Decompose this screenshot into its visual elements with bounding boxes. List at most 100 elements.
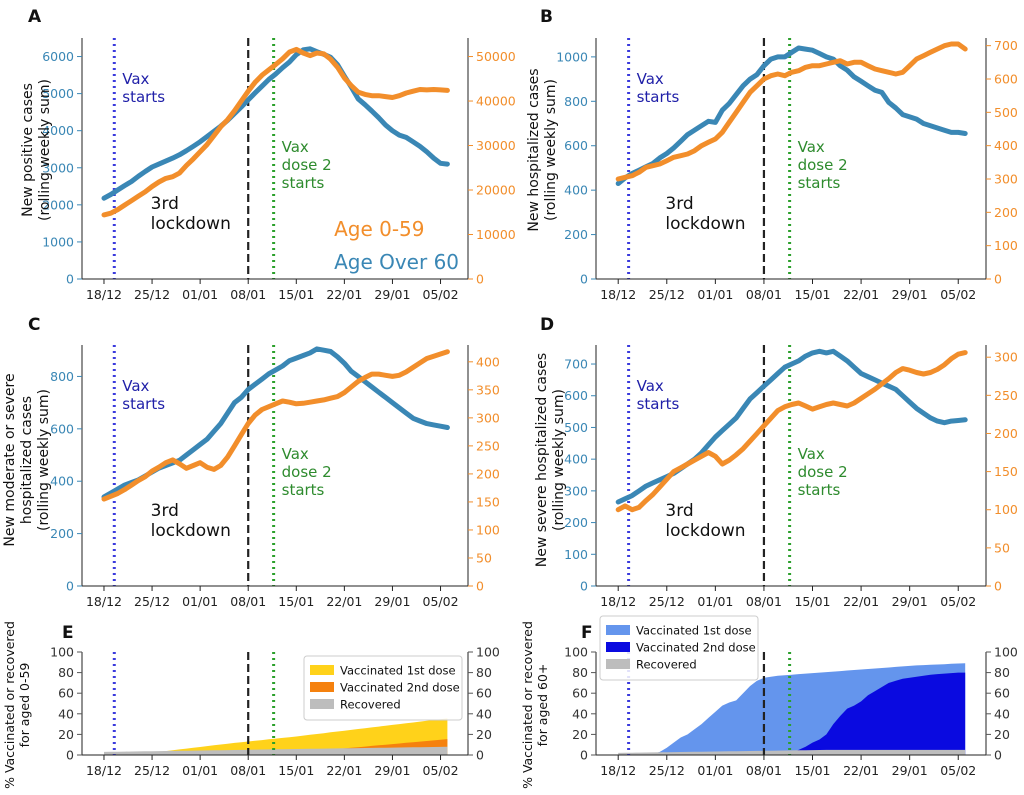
vax-starts-label: starts — [637, 395, 680, 413]
x-tick-label: 15/01 — [278, 594, 314, 609]
x-tick-label: 18/12 — [600, 594, 636, 609]
y-tick-label-right: 250 — [476, 438, 500, 453]
panel-letter: B — [540, 7, 553, 27]
y-tick-label-left: 1000 — [42, 234, 74, 249]
y-axis-label: New hospitalized cases(rolling weekly su… — [526, 68, 559, 231]
vax-dose2-label: dose 2 — [798, 156, 848, 174]
legend-label: Vaccinated 2nd dose — [636, 641, 756, 655]
y-tick-label-left: 700 — [564, 357, 588, 372]
panel-b: B 18/12 25/12 01/01 08/01 15/01 22/01 29/01 05/0… — [526, 7, 1018, 302]
y-tick-label-right: 300 — [994, 172, 1018, 187]
x-tick-label: 25/12 — [649, 594, 685, 609]
x-tick-label: 05/02 — [423, 594, 459, 609]
legend-swatch — [310, 699, 334, 709]
y-tick-label-right: 10000 — [476, 227, 516, 242]
y-tick-label-right: 60 — [476, 686, 492, 701]
y-tick-label-left: 200 — [564, 515, 588, 530]
y-axis-label: New positive cases(rolling weekly sum) — [20, 79, 53, 221]
legend-label: Vaccinated 1st dose — [636, 624, 752, 638]
vax-dose2-label: dose 2 — [282, 463, 332, 481]
lockdown-label: lockdown — [151, 214, 231, 234]
y-tick-label-left: 0 — [66, 579, 74, 594]
y-tick-label-right: 40000 — [476, 94, 516, 109]
vax-dose2-label: Vax — [798, 138, 825, 156]
y-tick-label-left: 300 — [564, 483, 588, 498]
y-axis-label-line: hospitalized cases — [19, 396, 35, 524]
vax-starts-label: starts — [122, 395, 165, 413]
y-tick-label-right: 50000 — [476, 49, 516, 64]
x-tick-label: 25/12 — [134, 287, 170, 302]
y-tick-label-left: 500 — [564, 420, 588, 435]
x-tick-label: 08/01 — [230, 287, 266, 302]
y-tick-label-left: 0 — [580, 272, 588, 287]
y-tick-label-left: 200 — [564, 227, 588, 242]
y-tick-label-left: 60 — [572, 686, 588, 701]
series-line-age-0-59 — [615, 350, 968, 513]
x-tick-label: 01/01 — [697, 763, 733, 778]
panel-letter: F — [581, 623, 593, 643]
y-tick-label-right: 0 — [994, 579, 1002, 594]
y-axis-label-line: (rolling weekly sum) — [551, 389, 567, 531]
series-line-age-over-60 — [101, 46, 450, 201]
y-tick-label-right: 300 — [994, 350, 1018, 365]
vax-dose2-label: starts — [282, 481, 325, 499]
y-tick-label-left: 60 — [58, 686, 74, 701]
y-tick-label-left: 6000 — [42, 49, 74, 64]
y-tick-label-right: 20 — [476, 727, 492, 742]
lockdown-label: 3rd — [665, 501, 693, 521]
y-axis-label-line: New severe hospitalized cases — [534, 353, 550, 567]
y-tick-label-left: 80 — [58, 665, 74, 680]
y-tick-label-right: 350 — [476, 382, 500, 397]
x-tick-label: 25/12 — [649, 287, 685, 302]
x-tick-label: 05/02 — [940, 763, 976, 778]
y-tick-label-right: 0 — [994, 748, 1002, 763]
y-tick-label-right: 100 — [994, 502, 1018, 517]
y-tick-label-right: 100 — [994, 645, 1018, 660]
y-axis-label-line: % Vaccinated or recovered — [520, 621, 535, 789]
y-tick-label-right: 100 — [476, 522, 500, 537]
y-tick-label-right: 300 — [476, 410, 500, 425]
x-tick-label: 22/01 — [843, 287, 879, 302]
vax-dose2-label: Vax — [282, 445, 309, 463]
x-tick-label: 29/01 — [374, 763, 410, 778]
y-tick-label-right: 60 — [994, 686, 1010, 701]
x-tick-label: 29/01 — [374, 287, 410, 302]
y-axis-label: New moderate or severehospitalized cases… — [2, 373, 52, 546]
y-tick-label-left: 20 — [572, 727, 588, 742]
series-line-age-0-59 — [101, 349, 450, 502]
y-tick-label-left: 4000 — [42, 123, 74, 138]
x-tick-label: 22/01 — [326, 763, 362, 778]
y-axis-label-line: (rolling weekly sum) — [543, 79, 559, 221]
legend-swatch — [310, 682, 334, 692]
series-line-age-0-59 — [101, 46, 450, 218]
lockdown-label: lockdown — [151, 521, 231, 541]
x-tick-label: 29/01 — [892, 594, 928, 609]
y-tick-label-right: 20000 — [476, 183, 516, 198]
panel-f: F 18/12 25/12 01/01 08/01 15/01 22/01 29/01 05/0… — [520, 615, 1018, 789]
y-axis-label-line: for aged 60+ — [535, 664, 550, 747]
x-tick-label: 15/01 — [794, 763, 830, 778]
x-tick-label: 29/01 — [892, 763, 928, 778]
lockdown-label: 3rd — [665, 194, 693, 214]
y-axis-label-line: New moderate or severe — [2, 373, 18, 546]
x-tick-label: 08/01 — [230, 594, 266, 609]
x-tick-label: 15/01 — [278, 287, 314, 302]
x-tick-label: 25/12 — [649, 763, 685, 778]
legend-box — [599, 615, 759, 681]
y-tick-label-right: 150 — [476, 494, 500, 509]
y-tick-label-left: 400 — [564, 183, 588, 198]
x-tick-label: 01/01 — [182, 763, 218, 778]
y-tick-label-left: 40 — [572, 706, 588, 721]
y-tick-label-right: 200 — [994, 205, 1018, 220]
y-tick-label-left: 0 — [66, 272, 74, 287]
panel-letter: C — [28, 315, 40, 335]
x-tick-label: 08/01 — [746, 594, 782, 609]
y-tick-label-left: 100 — [50, 645, 74, 660]
y-tick-label-left: 80 — [572, 665, 588, 680]
y-axis-label: % Vaccinated or recoveredfor aged 60+ — [520, 621, 550, 789]
panel-letter: A — [28, 7, 42, 27]
vax-dose2-label: dose 2 — [282, 156, 332, 174]
y-tick-label-left: 600 — [50, 421, 74, 436]
y-tick-label-right: 250 — [994, 388, 1018, 403]
